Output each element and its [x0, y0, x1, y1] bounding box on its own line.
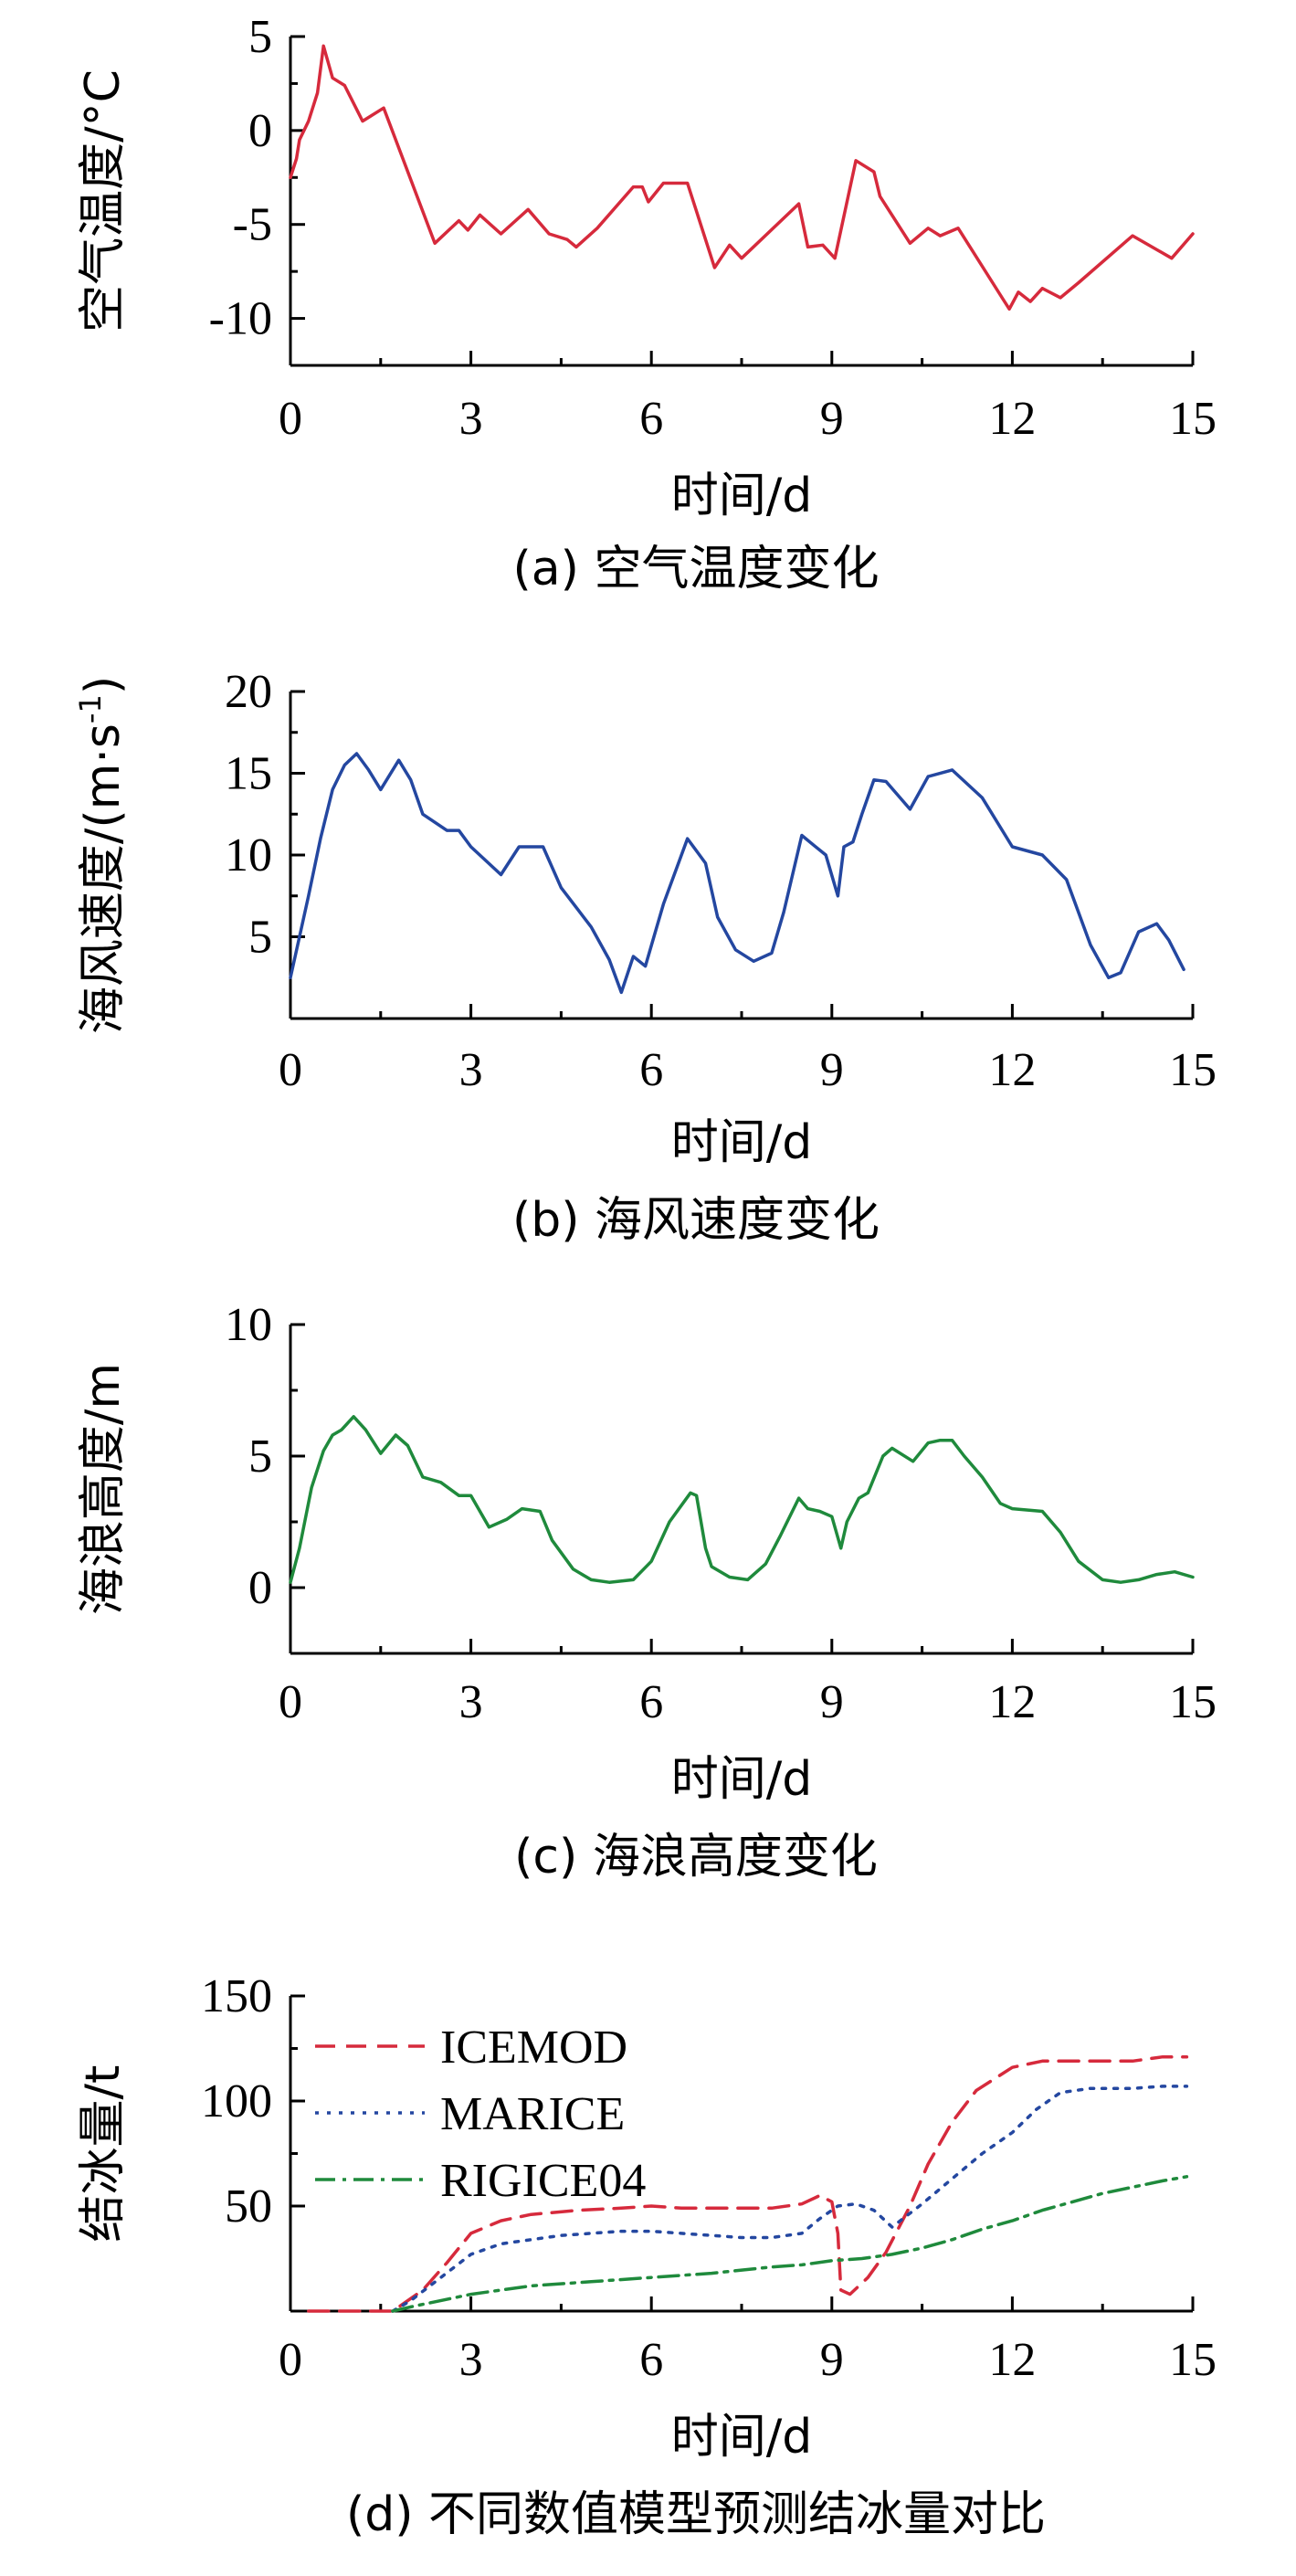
x-tick-label: 12: [988, 1676, 1036, 1728]
x-axis-label: 时间/d: [671, 1752, 813, 1807]
series-line: [289, 44, 1195, 311]
y-axis-label: 结冰量/t: [76, 2065, 131, 2243]
legend: ICEMOD MARICE RIGICE04: [315, 2022, 646, 2207]
x-tick-label: 9: [820, 1044, 844, 1096]
x-tick-label: 12: [988, 393, 1036, 445]
figure-caption: (c) 海浪高度变化: [514, 1830, 878, 1884]
y-tick-label: 20: [225, 666, 272, 718]
y-tick-label: 10: [225, 1299, 272, 1351]
chart-panel-c: 0 3 6 9 12 15 10 5 0 时间/d 海浪高度/m (c) 海浪高度变化: [76, 1299, 1217, 1884]
y-tick-label: 15: [225, 748, 272, 800]
x-axis-label: 时间/d: [671, 469, 813, 523]
y-tick-label: 150: [201, 1970, 272, 2022]
x-tick-label: 0: [279, 1676, 302, 1728]
series-line-marice: [391, 2085, 1189, 2313]
y-tick-label: 0: [248, 1562, 272, 1614]
chart-panel-b: 0 3 6 9 12 15 20 15 10 5 时间/d 海风速度/(m·s-1) (b) 海风速度变…: [73, 666, 1217, 1248]
y-tick-label: 5: [248, 912, 272, 964]
y-axis-label-superscript: -1: [73, 694, 108, 723]
x-tick-label: 6: [639, 1676, 663, 1728]
series-line-icemod: [307, 2054, 1189, 2313]
y-tick-label: -10: [209, 293, 272, 345]
x-axis-label: 时间/d: [671, 1115, 813, 1170]
legend-label-icemod: ICEMOD: [440, 2022, 627, 2074]
y-tick-label: 0: [248, 105, 272, 157]
y-tick-label: -5: [233, 199, 272, 251]
x-tick-label: 9: [820, 1676, 844, 1728]
chart-panel-d: 0 3 6 9 12 15 150 100 50 时间/d 结冰量/t (d) 不同数值模型预测结冰量…: [76, 1970, 1217, 2542]
x-tick-label: 15: [1169, 1044, 1217, 1096]
series-line: [289, 752, 1185, 995]
y-axis-label: 海浪高度/m: [76, 1363, 131, 1615]
figure-caption: (d) 不同数值模型预测结冰量对比: [346, 2487, 1046, 2542]
series-line: [289, 1415, 1195, 1584]
y-axis-label: 海风速度/(m·s-1): [73, 676, 131, 1034]
x-tick-label: 6: [639, 2334, 663, 2386]
legend-label-marice: MARICE: [440, 2088, 625, 2140]
y-axis-label-tail: ): [76, 676, 131, 694]
figure-caption: (a) 空气温度变化: [513, 542, 880, 596]
y-tick-label: 50: [225, 2180, 272, 2233]
y-tick-label: 100: [201, 2075, 272, 2127]
chart-panel-a: 0 3 6 9 12 15 5 0 -5 -10 时间/d 空气温度/°C (a) 空气温度变化: [76, 11, 1217, 596]
x-tick-label: 15: [1169, 2334, 1217, 2386]
x-tick-label: 3: [459, 1044, 483, 1096]
x-tick-label: 15: [1169, 393, 1217, 445]
y-axis-label: 空气温度/°C: [76, 69, 131, 333]
figure-caption: (b) 海风速度变化: [512, 1193, 880, 1248]
y-axis-label-main: 海风速度/(m·s: [76, 723, 131, 1034]
x-tick-label: 6: [639, 1044, 663, 1096]
x-tick-label: 0: [279, 393, 302, 445]
x-tick-label: 9: [820, 393, 844, 445]
x-tick-label: 3: [459, 2334, 483, 2386]
x-tick-label: 3: [459, 1676, 483, 1728]
x-tick-label: 3: [459, 393, 483, 445]
x-tick-label: 6: [639, 393, 663, 445]
x-tick-label: 12: [988, 2334, 1036, 2386]
x-tick-label: 15: [1169, 1676, 1217, 1728]
y-tick-label: 5: [248, 1431, 272, 1483]
x-tick-label: 12: [988, 1044, 1036, 1096]
x-axis-label: 时间/d: [671, 2410, 813, 2465]
series-line-rigice04: [391, 2175, 1189, 2313]
x-tick-label: 9: [820, 2334, 844, 2386]
x-tick-label: 0: [279, 1044, 302, 1096]
x-tick-label: 0: [279, 2334, 302, 2386]
y-tick-label: 10: [225, 829, 272, 882]
legend-label-rigice04: RIGICE04: [440, 2155, 646, 2207]
y-tick-label: 5: [248, 11, 272, 63]
